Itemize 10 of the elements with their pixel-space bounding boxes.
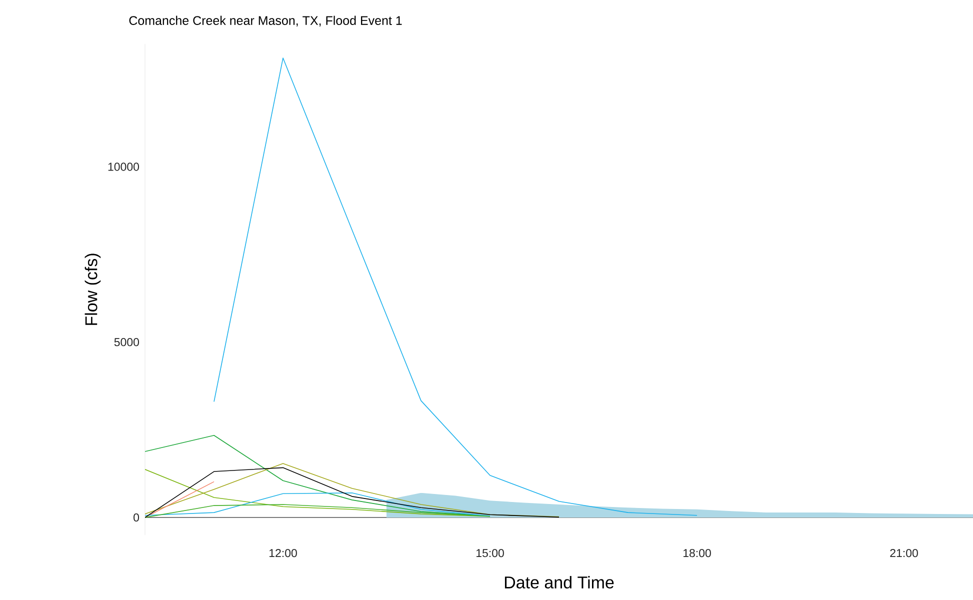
chart-title: Comanche Creek near Mason, TX, Flood Event 1 [129,16,402,26]
y-tick-label: 5000 [114,338,140,346]
x-tick-label: 15:00 [476,549,504,558]
x-tick-label: 18:00 [684,549,711,558]
y-axis-title: Flow (cfs) [84,254,101,325]
y-tick-label: 0 [134,513,140,522]
x-tick-label: 21:00 [890,549,918,558]
x-axis-title: Date and Time [504,576,614,588]
x-tick-label: 12:00 [269,549,297,558]
y-tick-label: 10000 [108,162,140,171]
